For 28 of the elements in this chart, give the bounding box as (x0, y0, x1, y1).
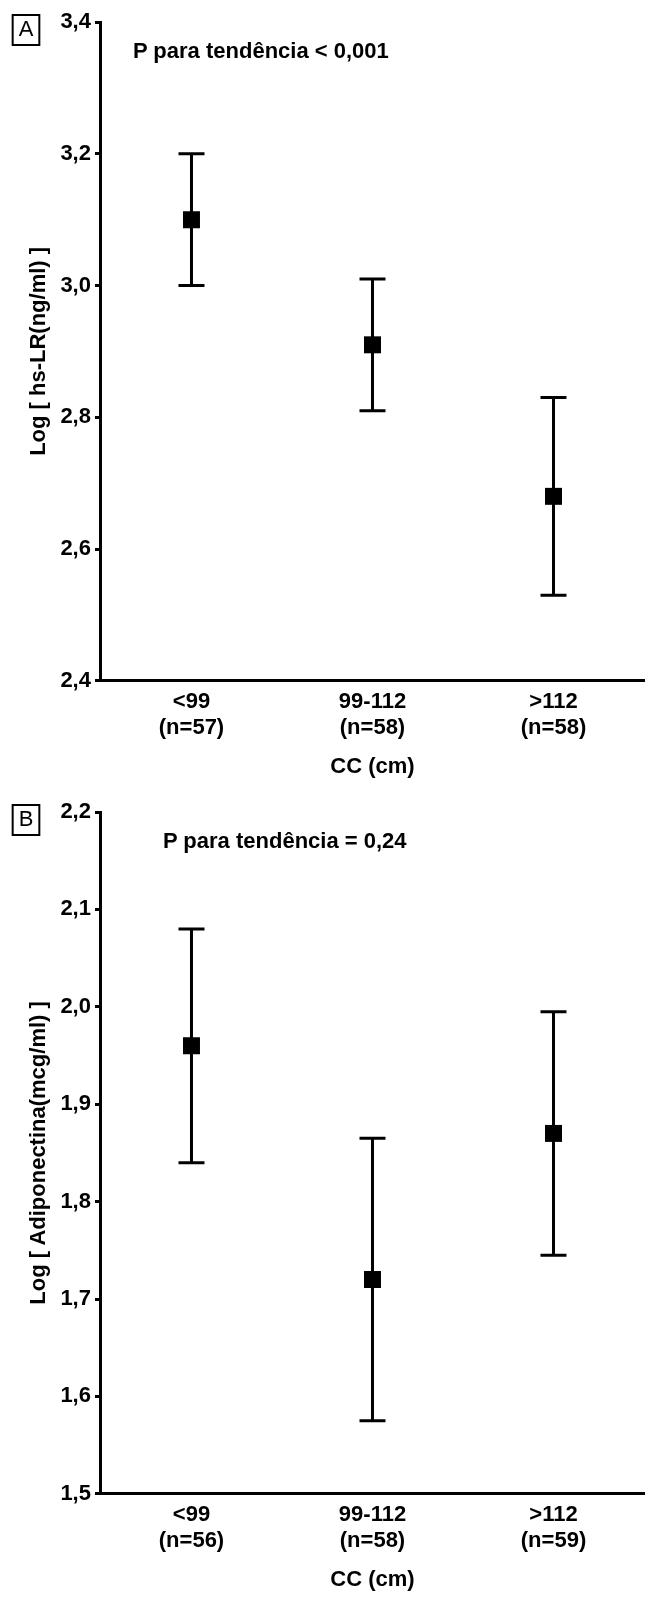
y-axis-title: Log [ hs-LR(ng/ml) ] (25, 246, 51, 456)
x-axis-title: CC (cm) (330, 1565, 415, 1591)
y-tick-label: 1,6 (60, 1382, 91, 1408)
text: A (18, 16, 34, 42)
y-axis-title: Log [ Adiponectina(mcg/ml) ] (25, 1001, 51, 1305)
y-tick-label: 2,8 (60, 403, 91, 429)
annotation: P para tendência < 0,001 (132, 38, 389, 64)
x-tick-label: >112 (n=58) (520, 688, 587, 740)
y-tick-label: 3,0 (60, 271, 91, 297)
x-tick-label: <99 (n=56) (158, 1501, 225, 1553)
y-tick-label: 1,5 (60, 1479, 91, 1505)
annotation: P para tendência = 0,24 (162, 828, 408, 854)
x-tick-label: 99-112 (n=58) (338, 1501, 407, 1553)
x-axis-title: CC (cm) (330, 752, 415, 778)
x-tick-label: <99 (n=57) (158, 688, 225, 740)
x-tick-label: 99-112 (n=58) (338, 688, 407, 740)
y-tick-label: 2,0 (60, 992, 91, 1018)
y-tick-label: 3,2 (60, 139, 91, 165)
x-tick-label: >112 (n=59) (520, 1501, 587, 1553)
y-tick-label: 2,6 (60, 535, 91, 561)
y-tick-label: 1,7 (60, 1285, 91, 1311)
y-tick-label: 2,2 (60, 798, 91, 824)
y-tick-label: 2,4 (60, 666, 92, 692)
y-tick-label: 1,9 (60, 1090, 91, 1116)
text: B (18, 806, 34, 832)
y-tick-label: 2,1 (60, 895, 91, 921)
y-tick-label: 1,8 (60, 1187, 91, 1213)
y-tick-label: 3,4 (60, 8, 92, 34)
